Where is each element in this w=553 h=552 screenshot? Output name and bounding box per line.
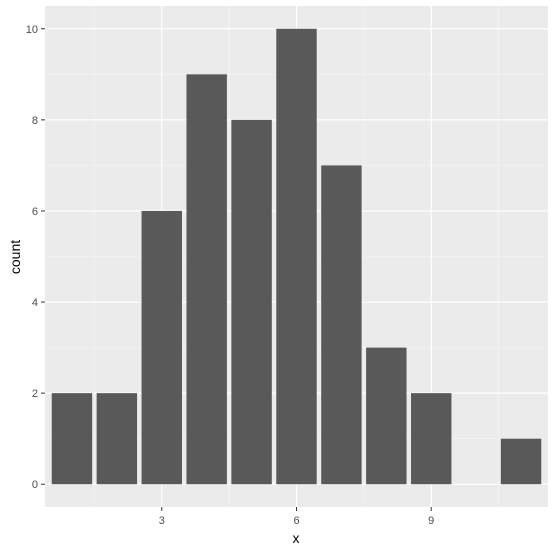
x-tick-label: 6: [293, 515, 299, 527]
y-tick-label: 8: [32, 115, 38, 127]
bar: [141, 210, 182, 485]
x-tick-label: 9: [428, 515, 434, 527]
y-tick-label: 0: [32, 479, 38, 491]
bar: [321, 165, 362, 485]
x-tick-label: 3: [159, 515, 165, 527]
bar: [231, 119, 272, 485]
bar: [276, 28, 317, 485]
y-axis-title: count: [7, 240, 23, 274]
grid-minor-x: [94, 6, 499, 507]
bar: [186, 74, 227, 485]
y-tick-label: 2: [32, 388, 38, 400]
bar: [51, 393, 93, 485]
bar: [96, 393, 138, 485]
x-axis-title: x: [293, 530, 300, 546]
bar: [366, 347, 407, 485]
y-axis-ticks: 0 2 4 6 8 10: [26, 24, 45, 491]
y-tick-label: 6: [32, 206, 38, 218]
bar: [500, 438, 542, 485]
y-tick-label: 4: [32, 297, 38, 309]
y-tick-label: 10: [26, 24, 38, 36]
x-axis-ticks: 3 6 9: [159, 507, 434, 527]
bars: [51, 28, 542, 485]
bar: [411, 393, 452, 485]
